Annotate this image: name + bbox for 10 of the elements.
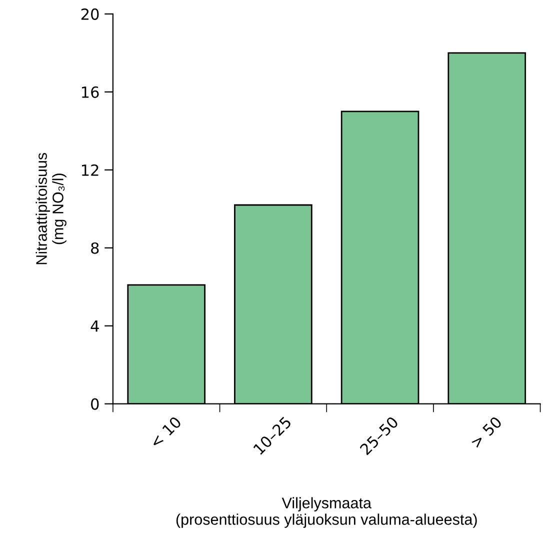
y-tick-label: 16 xyxy=(82,86,99,98)
y-tick-label: 20 xyxy=(81,8,99,20)
y-tick-label: 8 xyxy=(91,242,99,254)
x-axis-title: Viljelysmaata (prosenttiosuus yläjuoksun valuma-alueesta) xyxy=(176,497,477,528)
y-tick-label: 12 xyxy=(82,164,98,176)
x-tick-label: < 10 xyxy=(149,416,182,448)
y-tick-label: 0 xyxy=(91,398,99,410)
x-tick-label: > 50 xyxy=(470,416,502,448)
y-axis-title: Nitraattipitoisuus (mg NO₃/l) xyxy=(36,152,66,264)
y-tick-label: 4 xyxy=(90,320,99,332)
